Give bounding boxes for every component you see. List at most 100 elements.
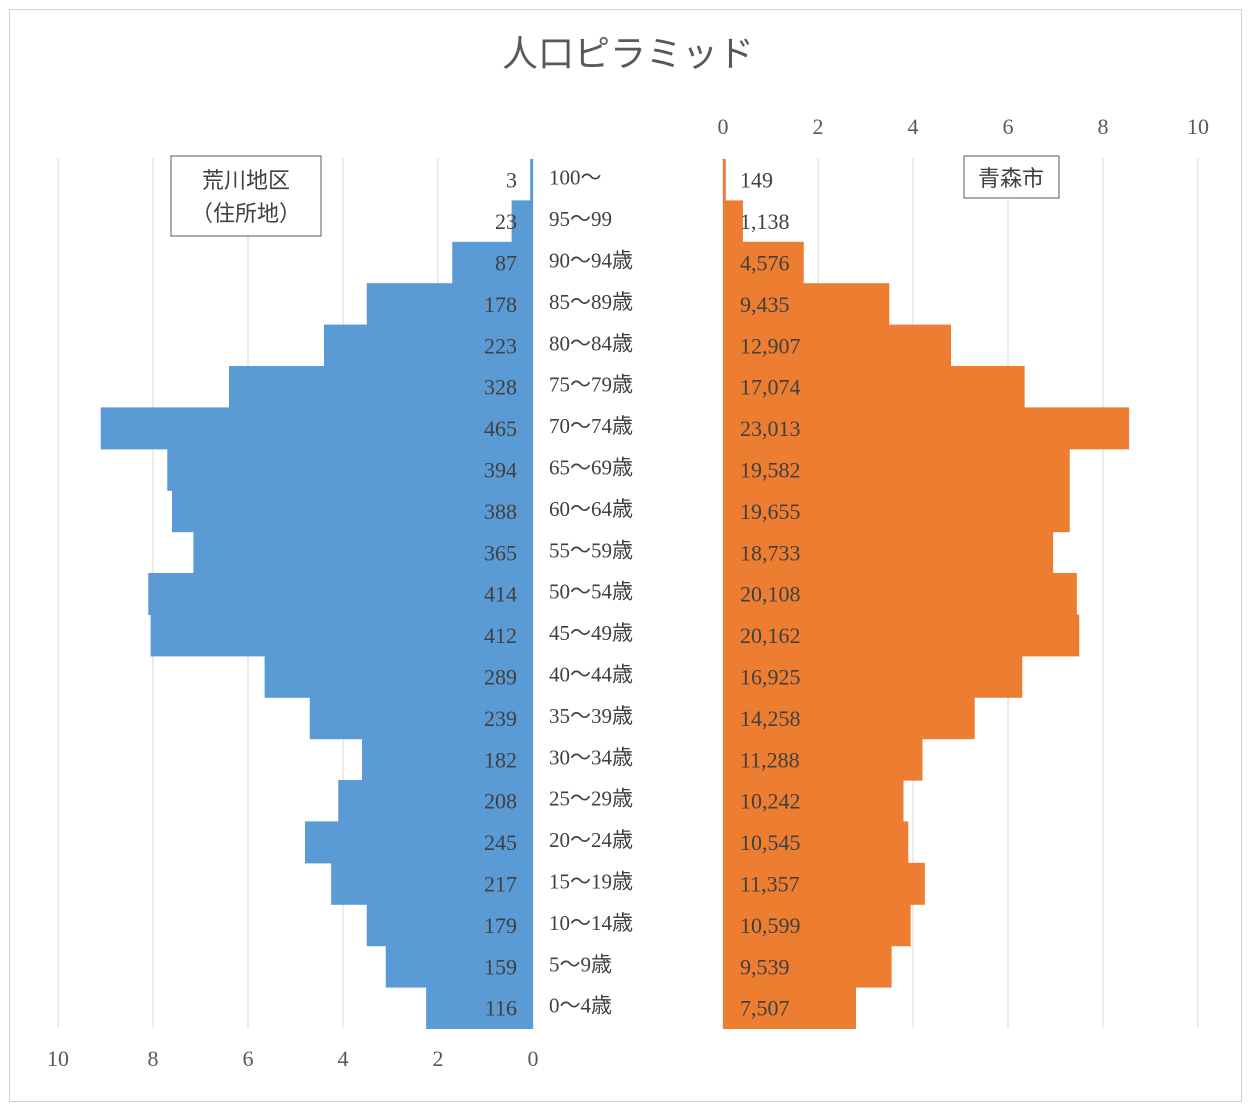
data-label-left: 328 [484, 375, 517, 400]
bar-left [511, 200, 533, 243]
axis-ticks: 10 8 6 4 2 0 0 2 4 6 8 10 [47, 114, 1209, 1071]
bar-left [338, 780, 533, 822]
bar-right [723, 366, 1025, 408]
bar-left [150, 614, 533, 657]
data-label-left: 365 [484, 540, 517, 565]
age-category-label: 75～79歳 [549, 373, 633, 397]
data-label-right: 11,357 [740, 872, 800, 897]
bar-left [167, 448, 533, 491]
bar-right [723, 738, 923, 781]
data-label-right: 14,258 [740, 706, 801, 731]
legend-label-left: （住所地） [191, 202, 301, 227]
data-label-right: 149 [740, 168, 773, 193]
age-category-label: 70～74歳 [549, 414, 633, 438]
data-label-right: 10,242 [740, 789, 801, 814]
data-label-left: 465 [484, 416, 517, 441]
data-labels: 3 23 87 178 223 328 465 394 388 365 414 412 289 239 18… [484, 166, 801, 1021]
age-category-label: 65～69歳 [549, 456, 633, 480]
data-label-right: 17,074 [740, 375, 801, 400]
data-label-left: 223 [484, 333, 517, 358]
bar-left [264, 655, 533, 698]
age-category-label: 50～54歳 [549, 580, 633, 604]
right-axis-tick: 2 [813, 114, 824, 139]
bar-left [100, 407, 533, 450]
data-label-right: 7,507 [740, 996, 790, 1021]
data-label-right: 10,599 [740, 913, 801, 938]
bar-right [723, 283, 890, 326]
bar-right [723, 614, 1080, 657]
data-label-right: 16,925 [740, 665, 801, 690]
data-label-left: 388 [484, 499, 517, 524]
chart-title: 人口ピラミッド [502, 34, 754, 75]
data-label-right: 18,733 [740, 540, 801, 565]
bar-left [366, 283, 533, 326]
age-category-label: 55～59歳 [549, 538, 633, 562]
bar-left [530, 159, 533, 201]
bar-right [723, 904, 911, 947]
bar-left [172, 490, 533, 533]
left-axis-tick: 10 [47, 1046, 69, 1071]
age-category-label: 60～64歳 [549, 497, 633, 521]
age-category-label: 35～39歳 [549, 704, 633, 728]
bar-left [452, 241, 533, 284]
bar-right [723, 780, 904, 822]
age-category-label: 30～34歳 [549, 745, 633, 769]
bar-left [148, 573, 533, 615]
bar-left [385, 945, 533, 988]
data-label-left: 182 [484, 747, 517, 772]
age-category-label: 45～49歳 [549, 621, 633, 645]
bar-right [723, 241, 804, 284]
bar-left [366, 904, 533, 947]
age-category-label: 95～99 [549, 207, 612, 231]
bar-left [193, 531, 533, 574]
left-axis-tick: 2 [433, 1046, 444, 1071]
data-label-right: 20,162 [740, 623, 801, 648]
right-axis-tick: 10 [1187, 114, 1209, 139]
age-category-label: 20～24歳 [549, 828, 633, 852]
data-label-left: 116 [485, 996, 517, 1021]
left-axis-tick: 6 [243, 1046, 254, 1071]
left-axis-tick: 0 [528, 1046, 539, 1071]
data-label-left: 239 [484, 706, 517, 731]
data-label-left: 289 [484, 665, 517, 690]
data-label-right: 10,545 [740, 830, 801, 855]
bars [100, 159, 1130, 1029]
data-label-left: 414 [484, 582, 517, 607]
data-label-right: 19,582 [740, 458, 801, 483]
data-label-right: 1,138 [740, 209, 790, 234]
bar-right [723, 987, 856, 1029]
bar-right [723, 200, 743, 243]
legend-box-left [170, 155, 322, 237]
data-label-right: 12,907 [740, 333, 801, 358]
bar-right [723, 573, 1077, 615]
bar-left [324, 324, 533, 367]
data-label-left: 245 [484, 830, 517, 855]
data-label-left: 412 [484, 623, 517, 648]
right-axis-tick: 4 [908, 114, 919, 139]
data-label-left: 3 [506, 168, 517, 193]
legend-label-right: 青森市 [978, 167, 1044, 192]
bar-right [723, 490, 1070, 533]
data-label-right: 11,288 [740, 747, 800, 772]
right-axis-tick: 6 [1003, 114, 1014, 139]
data-label-left: 23 [495, 209, 517, 234]
data-label-left: 178 [484, 292, 517, 317]
bar-left [362, 738, 533, 781]
age-category-label: 40～44歳 [549, 663, 633, 687]
data-label-left: 87 [495, 251, 517, 276]
data-label-right: 9,539 [740, 954, 790, 979]
bar-right [723, 655, 1023, 698]
left-axis-tick: 8 [148, 1046, 159, 1071]
data-label-left: 179 [484, 913, 517, 938]
legend: 荒川地区 （住所地） 青森市 [170, 155, 1060, 237]
age-category-label: 5～9歳 [549, 952, 612, 976]
bar-left [309, 697, 533, 740]
data-label-right: 19,655 [740, 499, 801, 524]
bar-right [723, 862, 925, 905]
age-category-label: 25～29歳 [549, 787, 633, 811]
data-label-left: 394 [484, 458, 517, 483]
bar-left [229, 366, 533, 408]
bar-left [331, 862, 533, 905]
data-label-right: 4,576 [740, 251, 790, 276]
